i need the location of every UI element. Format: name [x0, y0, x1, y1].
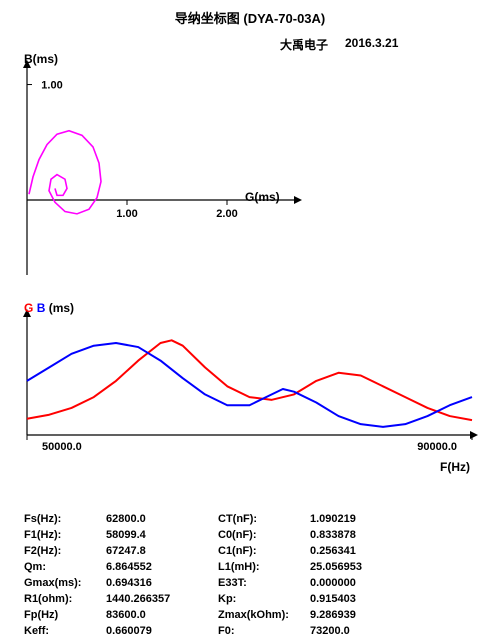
table-row: Fp(Hz)83600.0Zmax(kOhm):9.286939 [24, 608, 400, 622]
upper-y-label: B(ms) [24, 52, 58, 66]
lower-x-label: F(Hz) [440, 460, 470, 474]
table-cell: C0(nF): [218, 528, 308, 542]
table-cell: F2(Hz): [24, 544, 104, 558]
gb-label: G B (ms) [24, 301, 74, 315]
admittance-chart: 1.002.001.00-1.00 [22, 55, 322, 280]
table-cell: F1(Hz): [24, 528, 104, 542]
table-cell: 1440.266357 [106, 592, 216, 606]
svg-text:2.00: 2.00 [216, 208, 237, 220]
table-cell: Zmax(kOhm): [218, 608, 308, 622]
table-cell: 0.256341 [310, 544, 400, 558]
table-cell: Gmax(ms): [24, 576, 104, 590]
table-row: R1(ohm):1440.266357Kp:0.915403 [24, 592, 400, 606]
table-cell: C1(nF): [218, 544, 308, 558]
svg-text:1.00: 1.00 [116, 208, 137, 220]
table-row: Gmax(ms):0.694316E33T:0.000000 [24, 576, 400, 590]
table-cell: 0.000000 [310, 576, 400, 590]
table-row: Fs(Hz):62800.0CT(nF):1.090219 [24, 512, 400, 526]
date-label: 2016.3.21 [345, 36, 398, 50]
upper-x-label: G(ms) [245, 190, 280, 204]
parameter-table: Fs(Hz):62800.0CT(nF):1.090219 F1(Hz):5809… [22, 510, 402, 640]
table-cell: E33T: [218, 576, 308, 590]
gb-chart: 50000.0 90000.0 [22, 305, 482, 450]
company-label: 大禹电子 [280, 36, 328, 53]
svg-text:90000.0: 90000.0 [417, 441, 457, 450]
table-cell: 25.056953 [310, 560, 400, 574]
table-row: F1(Hz):58099.4C0(nF):0.833878 [24, 528, 400, 542]
table-row: Qm:6.864552L1(mH):25.056953 [24, 560, 400, 574]
page-title: 导纳坐标图 (DYA-70-03A) [0, 0, 500, 27]
table-cell: Kp: [218, 592, 308, 606]
table-cell: 62800.0 [106, 512, 216, 526]
table-cell: Fp(Hz) [24, 608, 104, 622]
svg-text:1.00: 1.00 [41, 80, 62, 92]
table-cell: 58099.4 [106, 528, 216, 542]
table-cell: Fs(Hz): [24, 512, 104, 526]
table-cell: 1.090219 [310, 512, 400, 526]
table-cell: 0.833878 [310, 528, 400, 542]
table-cell: 67247.8 [106, 544, 216, 558]
table-cell: 83600.0 [106, 608, 216, 622]
table-cell: R1(ohm): [24, 592, 104, 606]
table-cell: 6.864552 [106, 560, 216, 574]
table-row: F2(Hz):67247.8C1(nF):0.256341 [24, 544, 400, 558]
table-cell: 0.915403 [310, 592, 400, 606]
table-cell: 0.694316 [106, 576, 216, 590]
table-cell: CT(nF): [218, 512, 308, 526]
table-cell: L1(mH): [218, 560, 308, 574]
table-cell: Qm: [24, 560, 104, 574]
table-cell: 9.286939 [310, 608, 400, 622]
svg-text:50000.0: 50000.0 [42, 441, 82, 450]
